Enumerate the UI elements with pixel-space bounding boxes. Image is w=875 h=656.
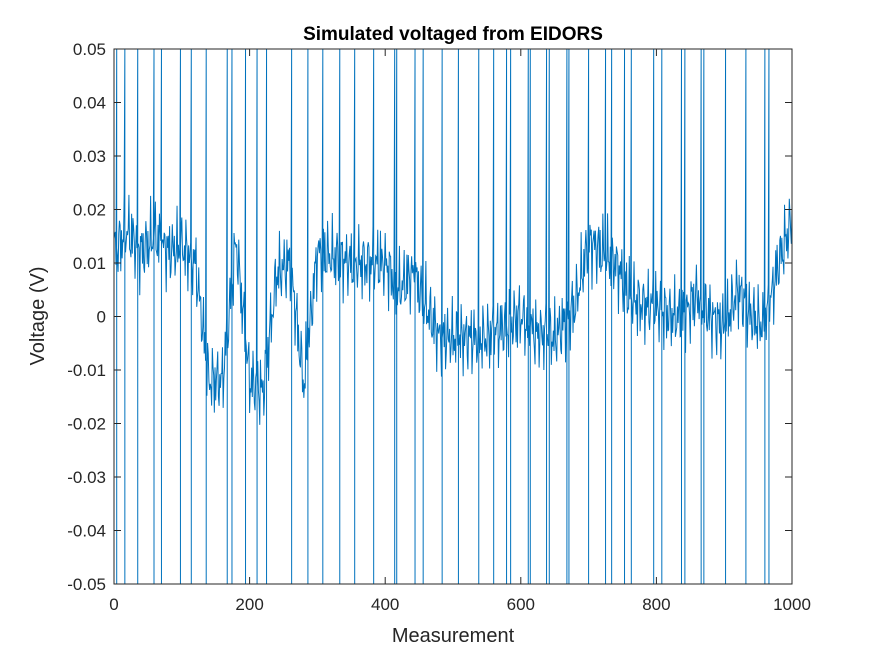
x-tick-label: 800 — [642, 595, 670, 614]
y-axis-label: Voltage (V) — [27, 267, 49, 366]
x-tick-label: 0 — [109, 595, 118, 614]
x-tick-label: 600 — [507, 595, 535, 614]
x-tick-label: 400 — [371, 595, 399, 614]
y-tick-label: -0.04 — [67, 522, 106, 541]
y-tick-label: 0.05 — [73, 40, 106, 59]
x-tick-label: 1000 — [773, 595, 811, 614]
y-tick-label: 0.01 — [73, 254, 106, 273]
series-layer — [113, 48, 793, 584]
y-tick-label: -0.05 — [67, 575, 106, 594]
x-axis-label: Measurement — [392, 625, 515, 647]
y-tick-label: 0.04 — [73, 94, 106, 113]
chart-title: Simulated voltaged from EIDORS — [303, 24, 603, 45]
tick-layer: 0 200 400 600 800 1000 -0.05 -0.04 -0.03 -0.02 -0.… — [67, 40, 811, 614]
y-tick-label: -0.02 — [67, 415, 106, 434]
y-tick-label: 0 — [97, 308, 106, 327]
y-tick-label: -0.03 — [67, 468, 106, 487]
y-tick-label: -0.01 — [67, 361, 106, 380]
voltage-series-line — [113, 48, 793, 584]
y-tick-label: 0.02 — [73, 201, 106, 220]
x-tick-label: 200 — [235, 595, 263, 614]
y-tick-label: 0.03 — [73, 147, 106, 166]
